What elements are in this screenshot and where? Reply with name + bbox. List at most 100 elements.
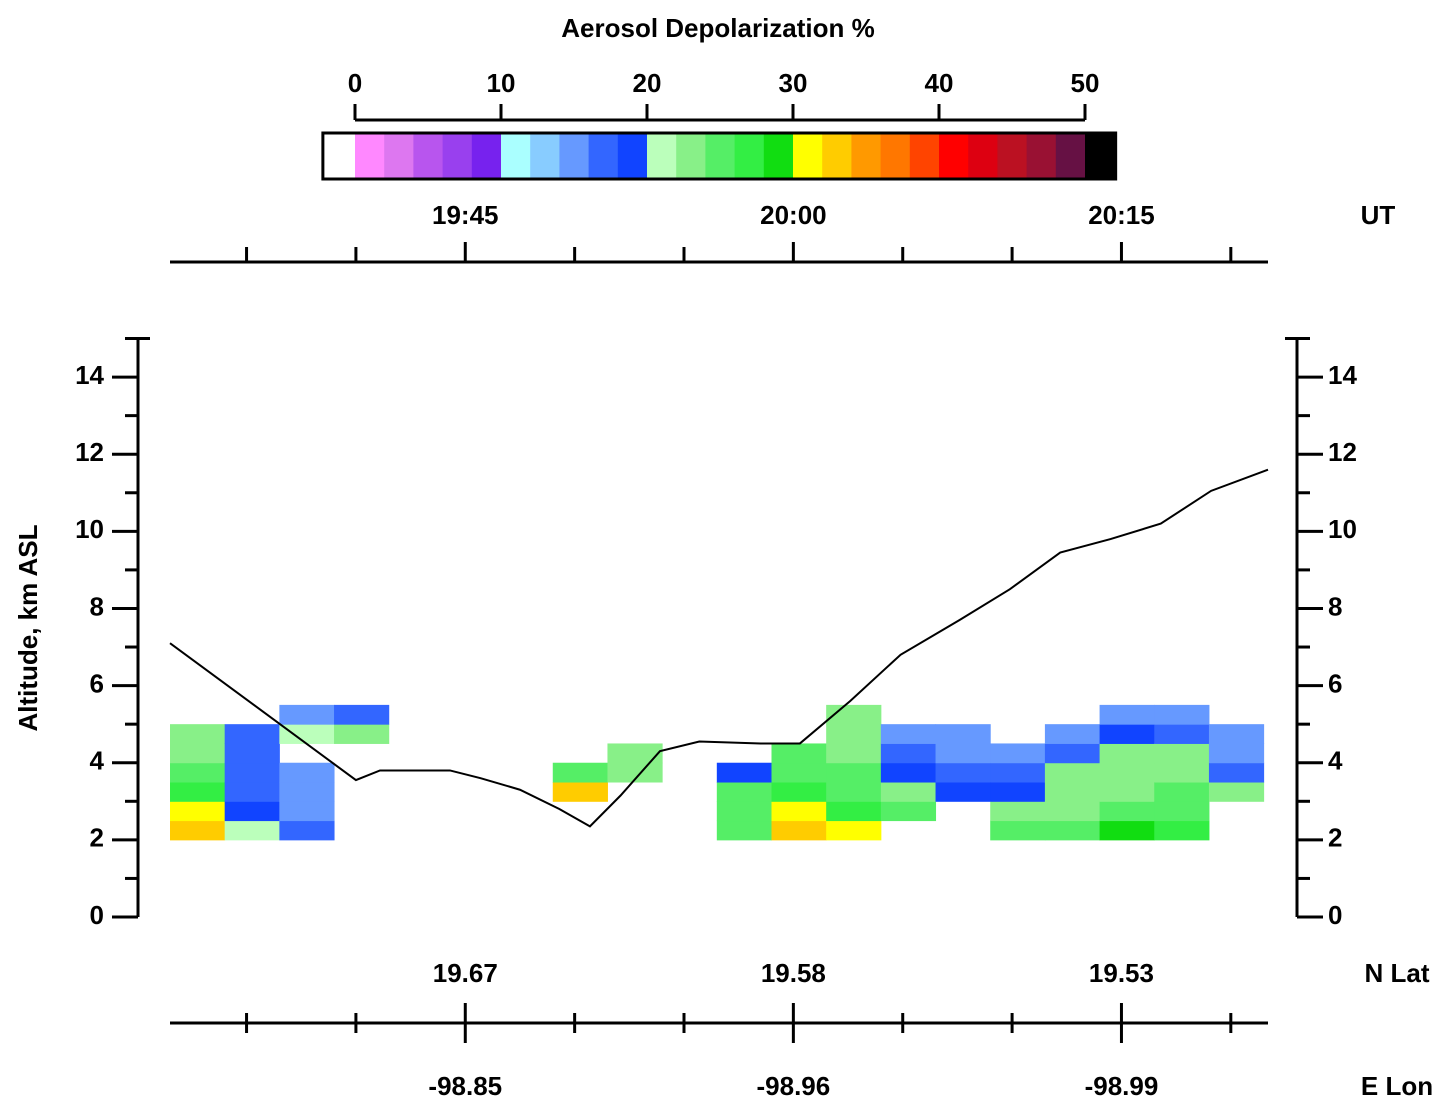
curtain-cell <box>880 724 937 744</box>
colorbar-swatch <box>559 133 590 179</box>
y-tick-label: 8 <box>90 591 104 621</box>
y-tick-label: 8 <box>1328 591 1342 621</box>
curtain-cell <box>1099 743 1155 764</box>
curtain-cell <box>771 820 827 841</box>
curtain-cell <box>935 724 991 744</box>
chart-title: Aerosol Depolarization % <box>561 13 875 43</box>
curtain-cell <box>224 820 280 841</box>
curtain-cell <box>826 801 882 822</box>
colorbar-tick-label: 30 <box>779 68 808 98</box>
curtain-cell <box>1099 782 1155 802</box>
curtain-cell <box>990 782 1046 802</box>
colorbar-swatch <box>676 133 706 179</box>
curtain-cell <box>771 782 827 802</box>
curtain-cell <box>716 762 772 783</box>
time-axis-unit: UT <box>1361 200 1396 230</box>
curtain-cell <box>880 743 937 764</box>
curtain-cell <box>1044 782 1101 802</box>
curtain-cell <box>1099 801 1155 822</box>
lat-axis-label: N Lat <box>1365 958 1430 988</box>
y-tick-label: 4 <box>90 746 105 776</box>
colorbar-tick-label: 0 <box>348 68 362 98</box>
lon-axis-label: E Lon <box>1361 1071 1433 1101</box>
colorbar-swatch <box>851 133 882 179</box>
curtain-cell <box>826 762 882 783</box>
curtain-cell <box>1208 782 1265 802</box>
y-tick-label: 10 <box>1328 514 1357 544</box>
curtain-cell <box>607 762 663 783</box>
curtain-cell <box>552 762 608 783</box>
curtain-cell <box>771 801 827 822</box>
curtain-cell <box>1099 820 1155 841</box>
colorbar-swatch <box>705 133 736 179</box>
curtain-cell <box>935 743 991 764</box>
colorbar-swatch <box>588 133 619 179</box>
curtain-cell <box>1154 762 1210 783</box>
curtain-cell <box>935 762 991 783</box>
colorbar-swatch <box>1026 133 1057 179</box>
y-tick-label: 0 <box>1328 900 1342 930</box>
colorbar-swatch <box>939 133 969 179</box>
y-tick-label: 14 <box>1328 360 1357 390</box>
curtain-cell <box>170 743 226 764</box>
time-tick-label: 20:00 <box>760 200 827 230</box>
curtain-cell <box>826 820 882 841</box>
colorbar-tick-label: 10 <box>487 68 516 98</box>
curtain-cell <box>1044 820 1101 841</box>
colorbar-tick-label: 20 <box>633 68 662 98</box>
curtain-cell <box>279 801 335 822</box>
curtain-cell <box>1208 724 1265 744</box>
curtain-cell <box>170 782 226 802</box>
y-tick-label: 2 <box>1328 823 1342 853</box>
colorbar-swatch <box>413 133 444 179</box>
colorbar-swatch <box>471 133 502 179</box>
curtain-cell <box>716 782 772 802</box>
colorbar-over <box>1085 133 1116 179</box>
lon-tick-label: -98.99 <box>1085 1071 1159 1101</box>
curtain-cell <box>1099 704 1155 725</box>
curtain-cell <box>990 762 1046 783</box>
curtain-cell <box>826 782 882 802</box>
y-axis-label: Altitude, km ASL <box>13 524 43 731</box>
curtain-cell <box>771 743 827 764</box>
colorbar-swatch <box>997 133 1028 179</box>
colorbar-swatch <box>880 133 911 179</box>
curtain-cell <box>224 801 280 822</box>
curtain-cell <box>170 820 226 841</box>
y-tick-label: 6 <box>1328 668 1342 698</box>
curtain-cell <box>1044 801 1101 822</box>
colorbar-swatch <box>968 133 998 179</box>
time-tick-label: 20:15 <box>1088 200 1155 230</box>
aircraft-altitude-line <box>169 468 1269 828</box>
curtain-cell <box>1154 743 1210 764</box>
curtain-cell <box>334 704 390 725</box>
curtain-cell <box>1154 704 1210 725</box>
lat-tick-label: 19.53 <box>1089 958 1154 988</box>
curtain-cell <box>1154 724 1210 744</box>
curtain-cell <box>224 724 280 744</box>
y-tick-label: 6 <box>90 668 104 698</box>
curtain-cell <box>279 724 335 744</box>
curtain-cell <box>170 724 226 744</box>
colorbar-swatch <box>501 133 531 179</box>
colorbar-frame <box>321 131 1118 181</box>
y-tick-label: 0 <box>90 900 104 930</box>
curtain-cell <box>224 743 280 764</box>
curtain-cell <box>1208 743 1265 764</box>
colorbar-swatch <box>822 133 852 179</box>
curtain-cell <box>716 801 772 822</box>
colorbar-swatch <box>530 133 560 179</box>
curtain-cell <box>935 782 991 802</box>
curtain-cell <box>880 762 937 783</box>
colorbar-swatch <box>793 133 823 179</box>
colorbar-swatch <box>355 133 385 179</box>
curtain-cell <box>1099 762 1155 783</box>
curtain-cell <box>990 801 1046 822</box>
curtain-cell <box>880 801 937 822</box>
curtain-cell <box>990 743 1046 764</box>
curtain-cell <box>170 801 226 822</box>
curtain-cell <box>279 782 335 802</box>
time-tick-label: 19:45 <box>432 200 499 230</box>
curtain-cell <box>552 782 608 802</box>
